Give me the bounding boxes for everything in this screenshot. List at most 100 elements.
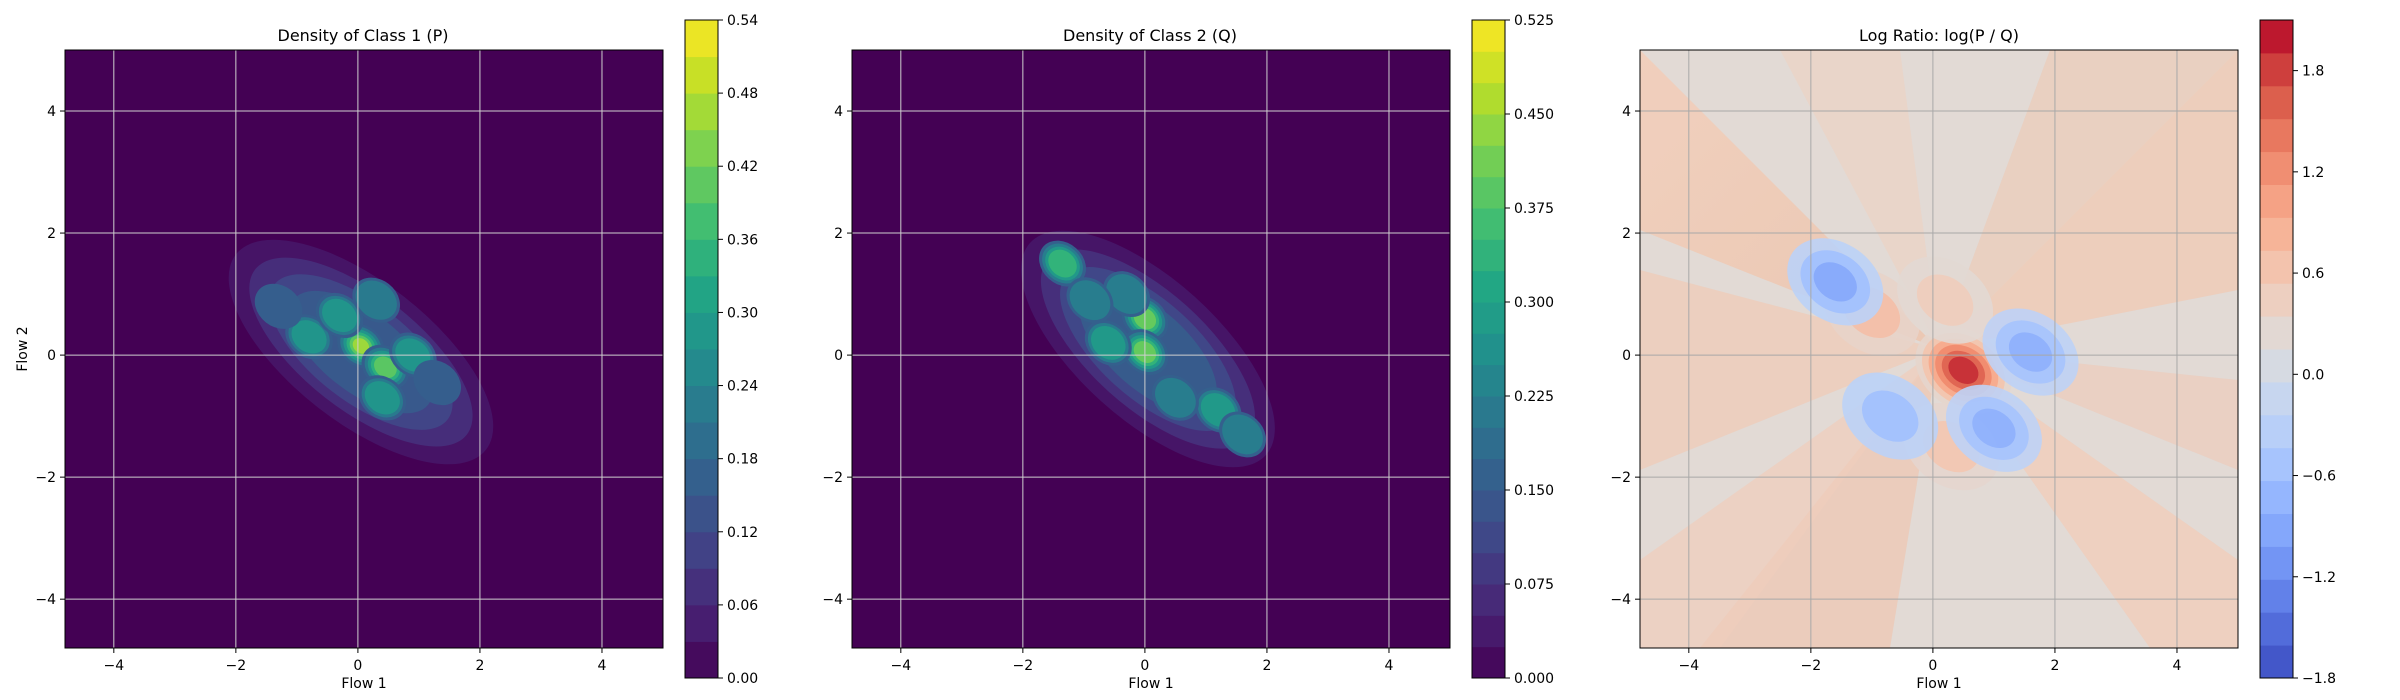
colorbar: 0.000 0.075 0.150 0.225 0.300 0.375 0.450 0.525 [1471,13,1554,687]
density-peak [1106,274,1147,315]
colorbar-tick-label: 0.42 [727,159,758,175]
colorbar-tick-label: 0.375 [1514,201,1554,217]
colorbar-segment [2260,184,2293,218]
colorbar-segment [1472,490,1505,522]
ratio-region [2008,332,2053,372]
colorbar-segment [2260,381,2293,416]
y-axis-label: Flow 2 [15,326,31,371]
y-tick-label: 2 [47,226,56,242]
x-tick-label: 4 [1385,658,1394,674]
log-ratio-plot [1639,49,2239,649]
x-tick-label: 0 [353,658,362,674]
grid-lines [1640,50,2238,648]
density-peak [1155,377,1196,418]
fan-wedge [1780,50,1939,349]
x-axis-ticks: −4 −2 0 2 4 [1678,648,2182,674]
colorbar-tick-label: 0.36 [727,232,758,248]
colorbar-segment [2260,20,2293,54]
colorbar: 0.00 0.06 0.12 0.18 0.24 0.30 0.36 0.42 0.48 0.54 [684,13,758,687]
density-contours [1021,230,1275,468]
colorbar-tick-label: 0.0 [2302,367,2324,383]
colorbar-tick-label: 0.12 [727,525,758,541]
log-ratio-contours [1787,238,2079,491]
colorbar-segment [1472,208,1505,240]
colorbar-segment [685,312,718,350]
plot-frame [851,49,1451,649]
colorbar-tick-label: 0.00 [727,671,758,687]
plot-frame [64,49,664,649]
y-tick-label: 4 [1622,104,1631,120]
colorbar-tick-label: 0.6 [2302,266,2324,282]
x-tick-label: −4 [103,658,124,674]
density-peak [1069,280,1111,321]
y-tick-label: 4 [47,104,56,120]
colorbar-segment [685,458,718,496]
colorbar-segment [2260,217,2293,251]
colorbar-frame [2259,19,2294,679]
panel-title: Log Ratio: log(P / Q) [1859,26,2019,45]
colorbar-segment [685,422,718,460]
y-tick-label: −4 [822,592,843,608]
colorbar-segment [1472,646,1505,679]
x-tick-label: 2 [475,658,484,674]
colorbar-segment [1472,51,1505,84]
colorbar-segment [1472,114,1505,146]
colorbar-segment [685,239,718,277]
grid-lines [65,50,663,648]
density-peak [1222,414,1263,455]
panel-title: Density of Class 1 (P) [278,26,449,45]
y-tick-label: −2 [35,470,56,486]
colorbar-tick-label: 1.2 [2302,165,2324,181]
colorbar-segment [1472,552,1505,585]
x-axis-label: Flow 1 [341,676,386,692]
colorbar-segment [685,129,718,167]
colorbar-segment [2260,349,2293,383]
colorbar-segment [1472,521,1505,554]
colorbar-segment [1472,615,1505,648]
x-tick-label: −2 [1801,658,1822,674]
colorbar-tick-label: 0.150 [1514,483,1554,499]
panel-density-p: Density of Class 1 (P) −4 −2 0 2 4 −4 −2 0 2 4 F… [15,13,758,692]
colorbar-segment [1472,20,1505,52]
density-peak [291,320,327,354]
y-tick-label: −4 [1610,592,1631,608]
colorbar-segment [685,531,718,569]
colorbar-segment [685,20,718,58]
colorbar-tick-label: −0.6 [2302,469,2336,485]
colorbar-segment [685,93,718,131]
colorbar-segment [2260,85,2293,120]
colorbar-segment [1472,333,1505,366]
colorbar-segment [685,275,718,313]
density-q-plot [851,49,1451,649]
colorbar-segment [1472,584,1505,616]
x-tick-label: 4 [598,658,607,674]
colorbar-segment [1472,239,1505,272]
y-axis-ticks: −4 −2 0 2 4 [1610,104,1640,608]
colorbar-tick-label: 0.450 [1514,107,1554,123]
colorbar-segment [685,56,718,94]
x-tick-label: 2 [1262,658,1271,674]
y-tick-label: −2 [1610,470,1631,486]
grid-lines [852,50,1450,648]
x-tick-label: −2 [1013,658,1034,674]
colorbar-frame [1471,19,1506,679]
x-axis-ticks: −4 −2 0 2 4 [103,648,607,674]
x-tick-label: 2 [2050,658,2059,674]
colorbar-tick-label: −1.2 [2302,570,2336,586]
colorbar-segment [1472,302,1505,334]
x-tick-label: 4 [2173,658,2182,674]
x-axis-label: Flow 1 [1128,676,1173,692]
colorbar-tick-label: 0.48 [727,86,758,102]
x-axis-label: Flow 1 [1916,676,1961,692]
colorbar-segment [2260,283,2293,317]
colorbar-tick-label: 0.300 [1514,295,1554,311]
colorbar-segment [2260,414,2293,449]
colorbar-tick-label: 0.225 [1514,389,1554,405]
colorbar-segment [1472,145,1505,178]
density-peak [254,283,303,329]
colorbar-segment [2260,118,2293,153]
density-peak [322,298,358,333]
colorbar-tick-label: 0.24 [727,379,758,395]
density-peak [374,356,397,379]
colorbar-segment [2260,579,2293,613]
